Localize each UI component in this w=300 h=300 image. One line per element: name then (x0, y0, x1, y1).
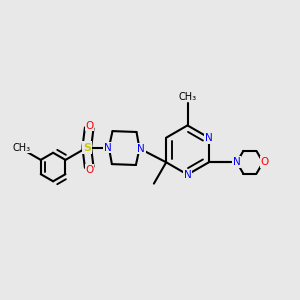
Text: N: N (184, 169, 191, 180)
Text: S: S (83, 142, 91, 153)
Text: N: N (205, 133, 213, 143)
Text: N: N (103, 142, 111, 153)
Text: O: O (85, 121, 93, 130)
Text: CH₃: CH₃ (12, 143, 30, 153)
Text: N: N (137, 143, 145, 154)
Text: CH₃: CH₃ (178, 92, 196, 102)
Text: O: O (260, 157, 268, 167)
Text: N: N (233, 157, 241, 167)
Text: O: O (85, 165, 93, 175)
